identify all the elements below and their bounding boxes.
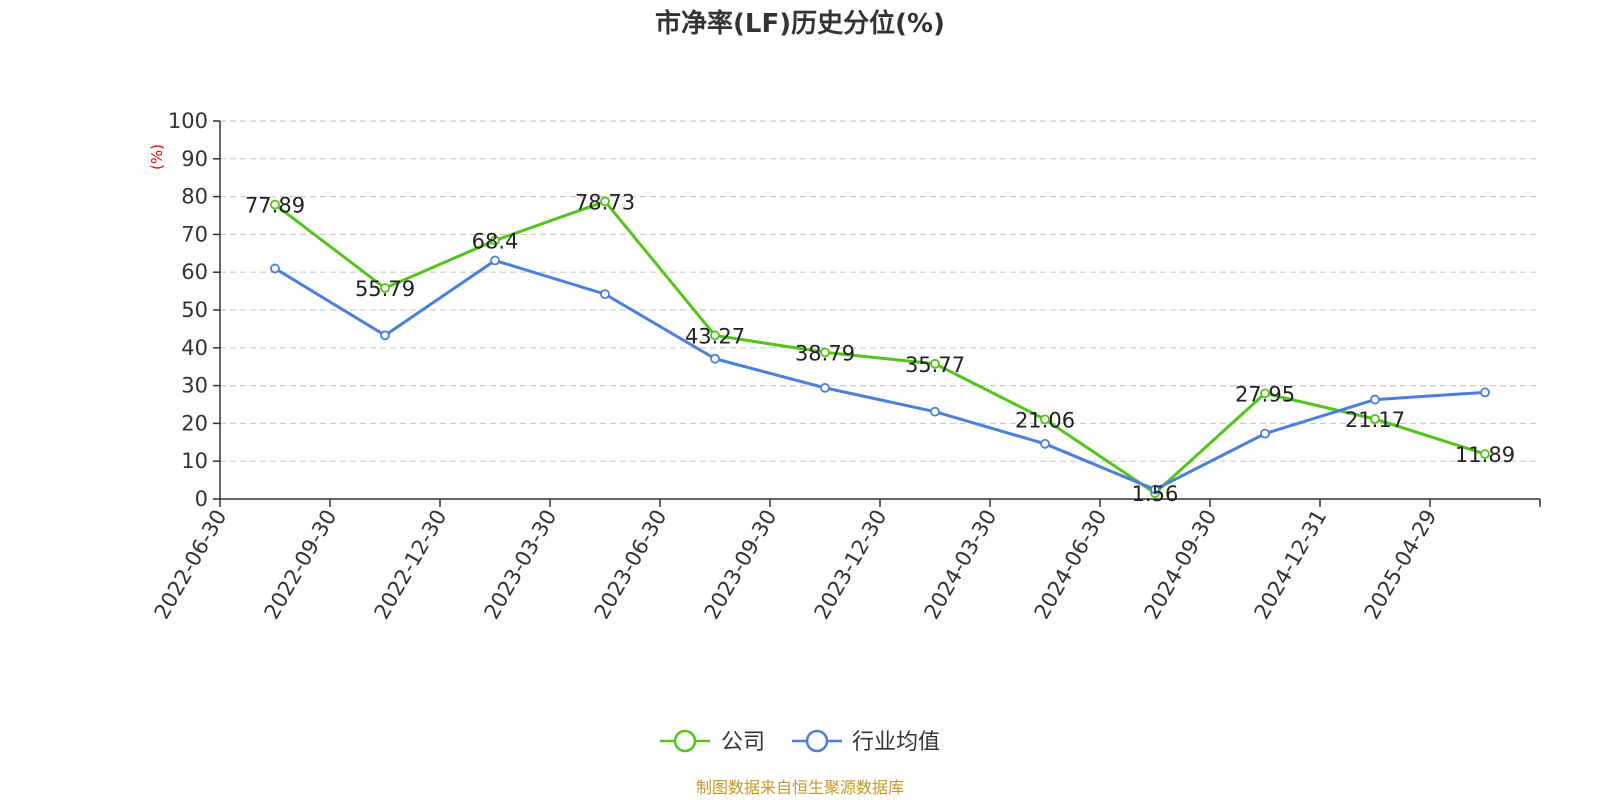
data-point (1480, 387, 1490, 398)
y-tick-label: 90 (181, 147, 208, 171)
x-tick-label: 2022-06-30 (150, 506, 232, 624)
legend-item-2: 行业均值 (792, 729, 940, 755)
data-label: 27.95 (1235, 382, 1295, 406)
data-labels: 77.89 55.79 68.4 78.73 43.27 38.79 35.77 21.06 1… (245, 190, 1515, 506)
data-label: 35.77 (905, 353, 965, 377)
data-point (380, 283, 390, 294)
data-point (930, 406, 940, 417)
data-label: 21.06 (1015, 408, 1075, 432)
data-point (710, 330, 720, 341)
data-label: 11.89 (1455, 443, 1515, 467)
data-point (270, 263, 280, 274)
x-tick-label: 2023-06-30 (590, 506, 672, 624)
y-axis-ticks: 0 10 20 30 40 50 60 70 80 90 100 (168, 109, 220, 511)
data-label: 1.56 (1132, 482, 1179, 506)
legend-item-1: 公司 (660, 729, 765, 755)
x-tick-label: 2024-09-30 (1140, 506, 1222, 624)
data-point (820, 382, 830, 393)
data-point (1260, 388, 1270, 399)
chart-title: 市净率(LF)历史分位(%) (655, 8, 945, 39)
data-point (1480, 449, 1490, 459)
x-tick-label: 2024-03-30 (920, 506, 1002, 624)
grid-lines (220, 120, 1540, 462)
y-tick-label: 100 (168, 109, 208, 133)
x-tick-label: 2024-12-31 (1250, 506, 1332, 624)
data-point (1040, 414, 1050, 425)
data-label: 77.89 (245, 194, 305, 218)
x-tick-label: 2025-04-29 (1360, 506, 1442, 624)
y-tick-label: 70 (181, 222, 208, 246)
y-tick-label: 0 (195, 487, 208, 511)
legend: 公司 行业均值 (660, 729, 940, 755)
source-note: 制图数据来自恒生聚源数据库 (696, 778, 904, 797)
data-label: 55.79 (355, 277, 415, 301)
y-tick-label: 50 (181, 298, 208, 322)
x-axis-ticks: 2022-06-30 2022-09-30 2022-12-30 2023-03-30… (150, 499, 1541, 624)
series-line (274, 199, 1486, 495)
data-point (1150, 484, 1160, 495)
series-line (274, 258, 1486, 492)
legend-marker (805, 729, 829, 753)
x-tick-label: 2022-12-30 (370, 506, 452, 624)
y-tick-label: 60 (181, 260, 208, 284)
data-point (380, 330, 390, 341)
data-point (600, 289, 610, 300)
legend-label: 公司 (721, 730, 765, 755)
data-point (1260, 428, 1270, 439)
data-label: 68.4 (472, 229, 519, 253)
data-point (930, 358, 940, 369)
x-tick-label: 2024-06-30 (1030, 506, 1112, 624)
series-1 (270, 196, 1490, 499)
data-point (1370, 394, 1380, 405)
data-label: 78.73 (575, 190, 635, 214)
data-label: 21.17 (1345, 408, 1405, 432)
legend-label: 行业均值 (852, 730, 940, 755)
y-tick-label: 40 (181, 336, 208, 360)
data-point (1370, 414, 1380, 424)
legend-marker (673, 729, 697, 753)
data-label: 43.27 (685, 324, 745, 348)
data-point (820, 347, 830, 358)
data-point (270, 199, 280, 210)
data-point (1040, 438, 1050, 449)
data-point (490, 235, 500, 246)
y-tick-label: 20 (181, 411, 208, 435)
y-tick-label: 30 (181, 374, 208, 398)
data-label: 38.79 (795, 341, 855, 365)
y-tick-label: 80 (181, 185, 208, 209)
x-tick-label: 2023-03-30 (480, 506, 562, 624)
series-layer (270, 196, 1490, 499)
data-point (490, 255, 500, 266)
data-point (710, 353, 720, 364)
data-point (600, 196, 610, 207)
series-2 (270, 255, 1490, 495)
x-tick-label: 2023-09-30 (700, 506, 782, 624)
x-tick-label: 2023-12-30 (810, 506, 892, 624)
y-axis-label: (%) (148, 144, 166, 170)
y-tick-label: 10 (181, 449, 208, 473)
x-tick-label: 2022-09-30 (260, 506, 342, 624)
